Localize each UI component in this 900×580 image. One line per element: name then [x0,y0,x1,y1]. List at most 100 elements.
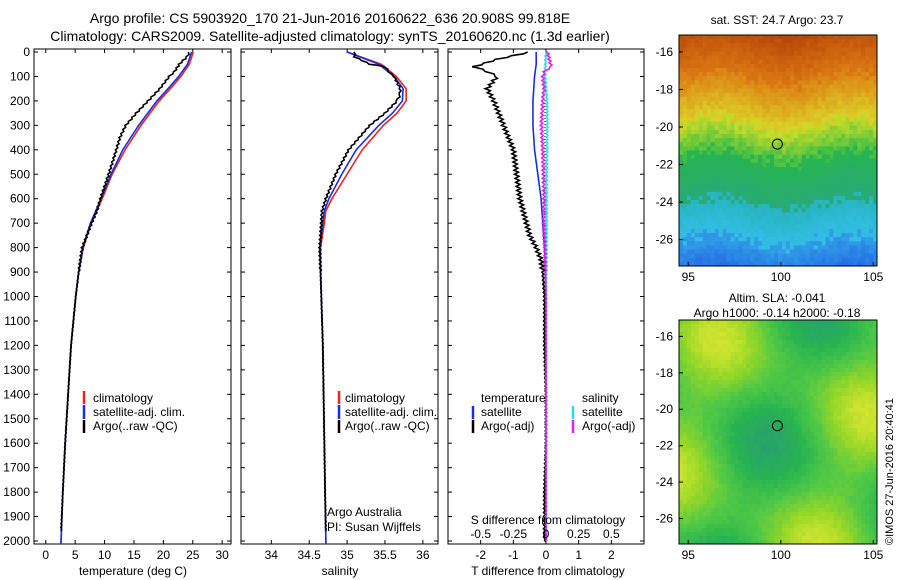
map-cell [742,233,747,238]
map-cell [785,261,791,267]
map-cell [726,72,731,77]
map-cell [750,436,755,441]
map-cell [849,456,854,461]
map-cell [809,432,815,437]
map-cell [702,208,708,213]
map-cell [742,432,747,437]
map-cell [686,424,692,429]
map-cell [841,35,846,40]
map-cell [837,237,842,242]
map-cell [865,154,870,160]
map-cell [845,146,850,151]
map-cell [738,68,743,73]
map-cell [698,228,704,234]
map-cell [698,138,704,143]
map-cell [722,380,727,385]
map-cell [789,220,795,226]
map-cell [797,171,803,176]
map-cell [821,372,826,377]
map-cell [813,208,818,213]
map-cell [762,175,767,180]
map-cell [730,356,735,361]
map-cell [766,452,771,457]
map-cell [758,204,763,209]
map-cell [789,376,795,381]
map-cell [710,47,716,52]
map-cell [714,249,719,255]
map-cell [750,420,755,425]
map-cell [869,456,874,461]
map-cell [865,134,870,139]
map-cell [726,158,731,164]
map-cell [837,113,842,118]
map-cell [774,63,779,69]
map-cell [758,179,763,184]
map-cell [845,171,850,176]
map-cell [722,121,727,127]
map-cell [762,191,767,197]
map-cell [778,228,783,234]
map-cell [865,336,870,341]
map-cell [778,134,783,139]
map-cell [797,428,803,433]
map-cell [690,237,696,242]
map-cell [865,200,870,205]
map-cell [841,376,846,381]
map-cell [821,261,826,267]
map-cell [849,392,854,397]
map-cell [869,39,874,44]
map-cell [849,440,854,445]
map-cell [698,372,704,377]
map-cell [813,35,818,40]
map-cell [853,320,858,325]
map-cell [738,241,743,246]
map-cell [702,200,708,205]
map-cell [754,72,759,77]
map-cell [702,336,708,341]
map-cell [726,368,731,373]
map-cell [781,364,787,369]
map-cell [742,416,747,421]
map-cell [781,324,787,329]
map-cell [837,59,842,65]
map-cell [742,364,747,369]
map-cell [698,171,704,176]
map-cell [785,175,791,180]
map-cell [829,328,834,333]
map-cell [778,47,783,52]
map-cell [837,158,842,164]
map-cell [754,43,759,48]
map-cell [774,241,779,246]
map-cell [730,47,735,52]
map-cell [849,364,854,369]
map-cell [762,364,767,369]
map-cell [817,384,822,389]
map-cell [682,396,688,401]
map-cell [785,320,791,325]
map-cell [746,158,751,164]
map-cell [793,460,799,465]
map-cell [758,261,763,267]
map-cell [853,257,858,263]
map-cell [873,35,878,40]
map-cell [722,88,727,94]
map-cell [682,200,688,205]
map-cell [718,68,723,73]
map-cell [845,191,850,197]
map-cell [686,158,692,164]
map-cell [785,452,791,457]
map-cell [710,340,716,345]
map-cell [770,195,775,201]
map-cell [686,121,692,127]
map-cell [714,59,719,65]
map-cell [694,440,700,445]
map-cell [873,212,878,217]
map-cell [774,460,779,465]
map-cell [841,101,846,106]
map-cell [694,464,700,469]
map-cell [702,109,708,114]
map-cell [738,224,743,230]
map-cell [702,55,708,61]
map-cell [718,356,723,361]
map-cell [833,43,838,48]
